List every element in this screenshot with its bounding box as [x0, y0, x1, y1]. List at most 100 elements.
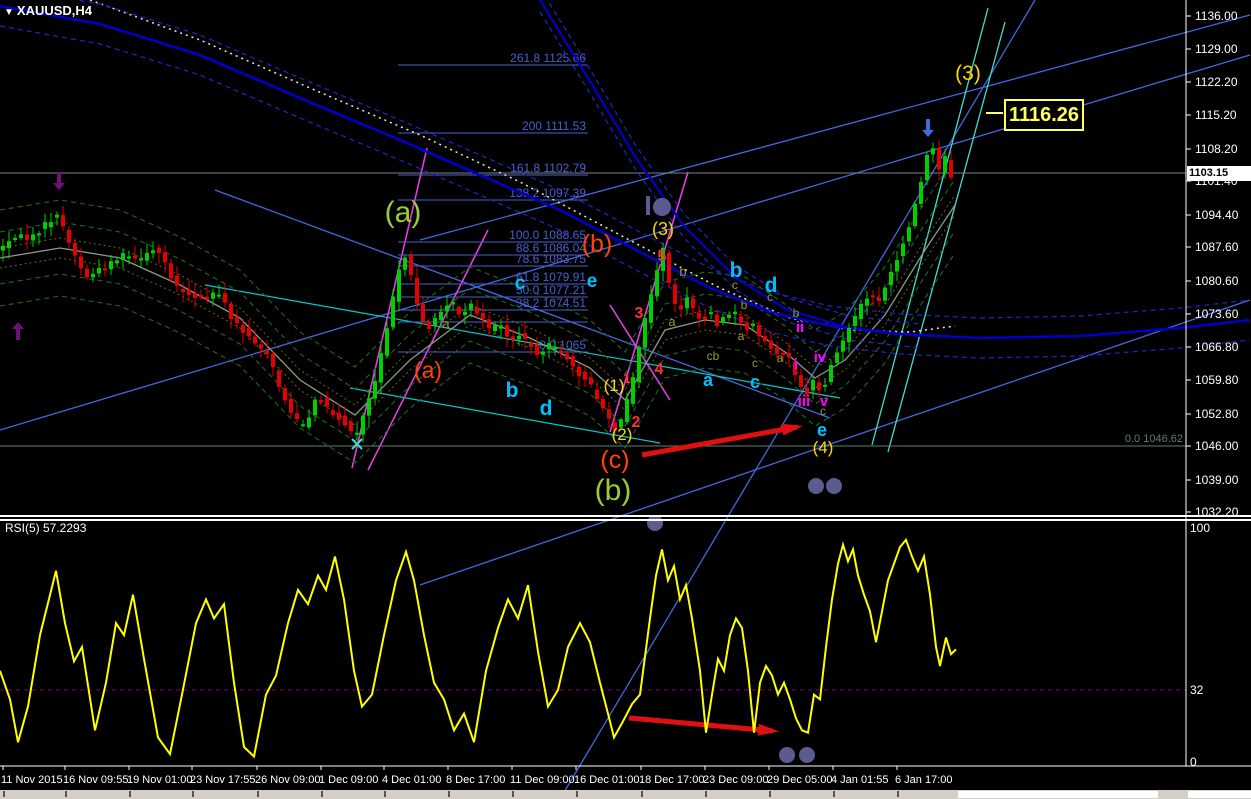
trendline[interactable] — [351, 147, 428, 469]
scrollbar-tick — [448, 791, 450, 797]
candle-body — [259, 344, 263, 349]
price-axis-label: 1087.60 — [1195, 240, 1239, 254]
time-axis-label: 18 Dec 17:00 — [639, 774, 704, 786]
wave-annotation: (3) — [652, 219, 674, 239]
candle-body — [295, 413, 299, 420]
candle-body — [439, 311, 443, 321]
candle-body — [877, 297, 881, 302]
pane-separator[interactable] — [0, 515, 1251, 517]
candle-body — [769, 340, 773, 349]
wave-annotation: c — [767, 290, 773, 304]
scrollbar-tick — [321, 791, 323, 797]
candle-body — [631, 377, 635, 404]
candle-body — [739, 316, 743, 323]
trendline[interactable] — [204, 284, 841, 399]
scrollbar-tick — [576, 791, 578, 797]
candle-body — [889, 272, 893, 286]
candle-body — [607, 409, 611, 419]
candle-body — [547, 343, 551, 350]
candle-body — [655, 270, 659, 297]
blue-ma2-line — [539, 0, 921, 338]
red-arrow-head — [757, 723, 779, 736]
wave-annotation: (1) — [604, 376, 625, 395]
scrollbar-thumb[interactable] — [958, 791, 1158, 798]
candle-body — [325, 397, 329, 407]
candle-body — [913, 203, 917, 227]
candle-body — [943, 156, 947, 173]
candle-body — [775, 346, 779, 354]
candle-body — [7, 241, 11, 249]
candle-body — [67, 229, 71, 243]
candle-body — [205, 296, 209, 300]
candle-body — [559, 350, 563, 354]
candle-body — [823, 384, 827, 387]
candle-body — [223, 293, 227, 303]
horizontal-scrollbar[interactable] — [0, 790, 1251, 799]
chevron-down-icon[interactable]: ▼ — [4, 7, 14, 18]
candle-body — [289, 398, 293, 413]
time-axis-label: 1 Dec 09:00 — [319, 774, 378, 786]
candle-body — [781, 352, 785, 355]
candle-body — [853, 315, 857, 326]
candle-body — [391, 296, 395, 328]
wave-annotation: iv — [814, 349, 827, 366]
trendline[interactable] — [871, 7, 989, 446]
green-band — [0, 178, 956, 390]
fib-level-label: 78.6 1083.75 — [516, 252, 586, 266]
candle-body — [415, 277, 419, 304]
marker-dot — [779, 747, 795, 763]
scrollbar-tick — [641, 791, 643, 797]
candle-body — [859, 303, 863, 320]
time-axis-label: 11 Dec 09:00 — [510, 774, 575, 786]
scrollbar-tick — [3, 791, 5, 797]
trendline[interactable] — [349, 387, 661, 444]
scrollbar-tick — [384, 791, 386, 797]
scrollbar-tick — [192, 791, 194, 797]
candle-body — [595, 389, 599, 400]
candle-body — [25, 234, 29, 241]
candle-body — [811, 379, 815, 391]
trendline[interactable] — [419, 299, 1251, 586]
candle-body — [703, 316, 707, 320]
target-price-label[interactable]: 1116.26 — [1004, 99, 1084, 131]
price-axis-label: 1059.80 — [1195, 373, 1239, 387]
candle-body — [697, 312, 701, 319]
price-axis-label: 1108.20 — [1195, 142, 1238, 156]
candle-body — [847, 328, 851, 343]
candle-body — [115, 260, 119, 264]
candle-body — [511, 336, 515, 340]
candle-body — [433, 318, 437, 326]
wave-annotation: 3 — [635, 305, 644, 322]
red-arrow — [641, 424, 798, 458]
pane-separator[interactable] — [0, 519, 1251, 521]
candle-body — [589, 377, 593, 385]
candle-body — [829, 364, 833, 383]
candle-body — [409, 255, 413, 276]
candle-body — [277, 370, 281, 387]
candle-body — [505, 324, 509, 337]
price-axis-label: 1039.00 — [1195, 473, 1239, 487]
trendline[interactable] — [887, 21, 1006, 453]
candle-body — [625, 399, 629, 423]
scrollbar-tick — [769, 791, 771, 797]
price-axis-label: 1052.80 — [1195, 407, 1239, 421]
candle-body — [721, 317, 725, 323]
candle-body — [163, 252, 167, 263]
candle-body — [919, 182, 923, 204]
candle-body — [583, 371, 587, 380]
wave-annotation: ii — [796, 319, 804, 336]
candle-body — [13, 237, 17, 240]
candle-body — [895, 260, 899, 272]
wave-annotation: i — [794, 356, 798, 373]
rsi-axis-label: 100 — [1190, 521, 1210, 535]
candle-body — [103, 268, 107, 271]
trendline[interactable] — [214, 189, 831, 419]
candle-body — [553, 347, 557, 350]
wave-annotation: 5 — [658, 248, 667, 265]
candle-body — [907, 227, 911, 242]
candle-body — [199, 294, 203, 298]
green-band — [0, 230, 956, 442]
trendline[interactable] — [559, 0, 1036, 799]
time-axis-label: 23 Dec 09:00 — [703, 774, 768, 786]
